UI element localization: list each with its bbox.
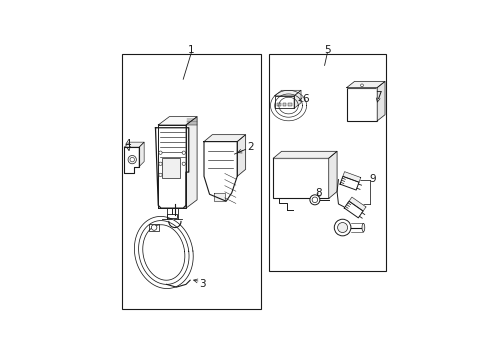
Bar <box>283 103 286 107</box>
Bar <box>269 54 386 270</box>
Polygon shape <box>139 142 144 167</box>
Polygon shape <box>158 125 186 208</box>
Circle shape <box>338 222 347 233</box>
Bar <box>288 103 292 107</box>
Circle shape <box>334 219 351 236</box>
Polygon shape <box>158 117 197 125</box>
Polygon shape <box>347 81 385 87</box>
Polygon shape <box>377 81 385 121</box>
Polygon shape <box>349 197 366 211</box>
Polygon shape <box>273 151 337 158</box>
Circle shape <box>361 84 364 87</box>
Bar <box>162 158 180 177</box>
Circle shape <box>151 225 157 230</box>
Text: 4: 4 <box>124 139 131 149</box>
Polygon shape <box>294 90 301 108</box>
Circle shape <box>159 173 162 176</box>
Text: 7: 7 <box>375 91 382 101</box>
Text: 8: 8 <box>316 188 322 198</box>
Bar <box>273 158 329 198</box>
Polygon shape <box>124 147 139 174</box>
Polygon shape <box>204 135 245 141</box>
Polygon shape <box>344 201 363 218</box>
Bar <box>167 214 177 218</box>
Bar <box>277 103 280 107</box>
Text: 1: 1 <box>188 45 195 55</box>
Polygon shape <box>340 176 359 190</box>
Text: 6: 6 <box>302 94 309 104</box>
Circle shape <box>182 151 185 154</box>
Polygon shape <box>275 96 294 108</box>
Bar <box>122 54 261 309</box>
Polygon shape <box>275 90 301 96</box>
Polygon shape <box>214 193 225 201</box>
Circle shape <box>130 157 134 162</box>
Circle shape <box>159 162 162 166</box>
Bar <box>347 87 377 121</box>
Text: 9: 9 <box>370 174 376 184</box>
Text: 2: 2 <box>247 142 254 152</box>
Circle shape <box>128 156 136 164</box>
Ellipse shape <box>362 223 365 232</box>
Bar <box>149 224 159 231</box>
Polygon shape <box>343 172 361 182</box>
Circle shape <box>159 151 162 154</box>
Polygon shape <box>186 117 197 208</box>
Polygon shape <box>329 151 337 198</box>
Circle shape <box>312 197 318 203</box>
Circle shape <box>182 162 185 166</box>
Text: 3: 3 <box>199 279 206 288</box>
Circle shape <box>310 195 320 205</box>
Text: 5: 5 <box>324 45 331 55</box>
Polygon shape <box>237 135 245 176</box>
Polygon shape <box>124 142 144 147</box>
Polygon shape <box>204 141 237 201</box>
